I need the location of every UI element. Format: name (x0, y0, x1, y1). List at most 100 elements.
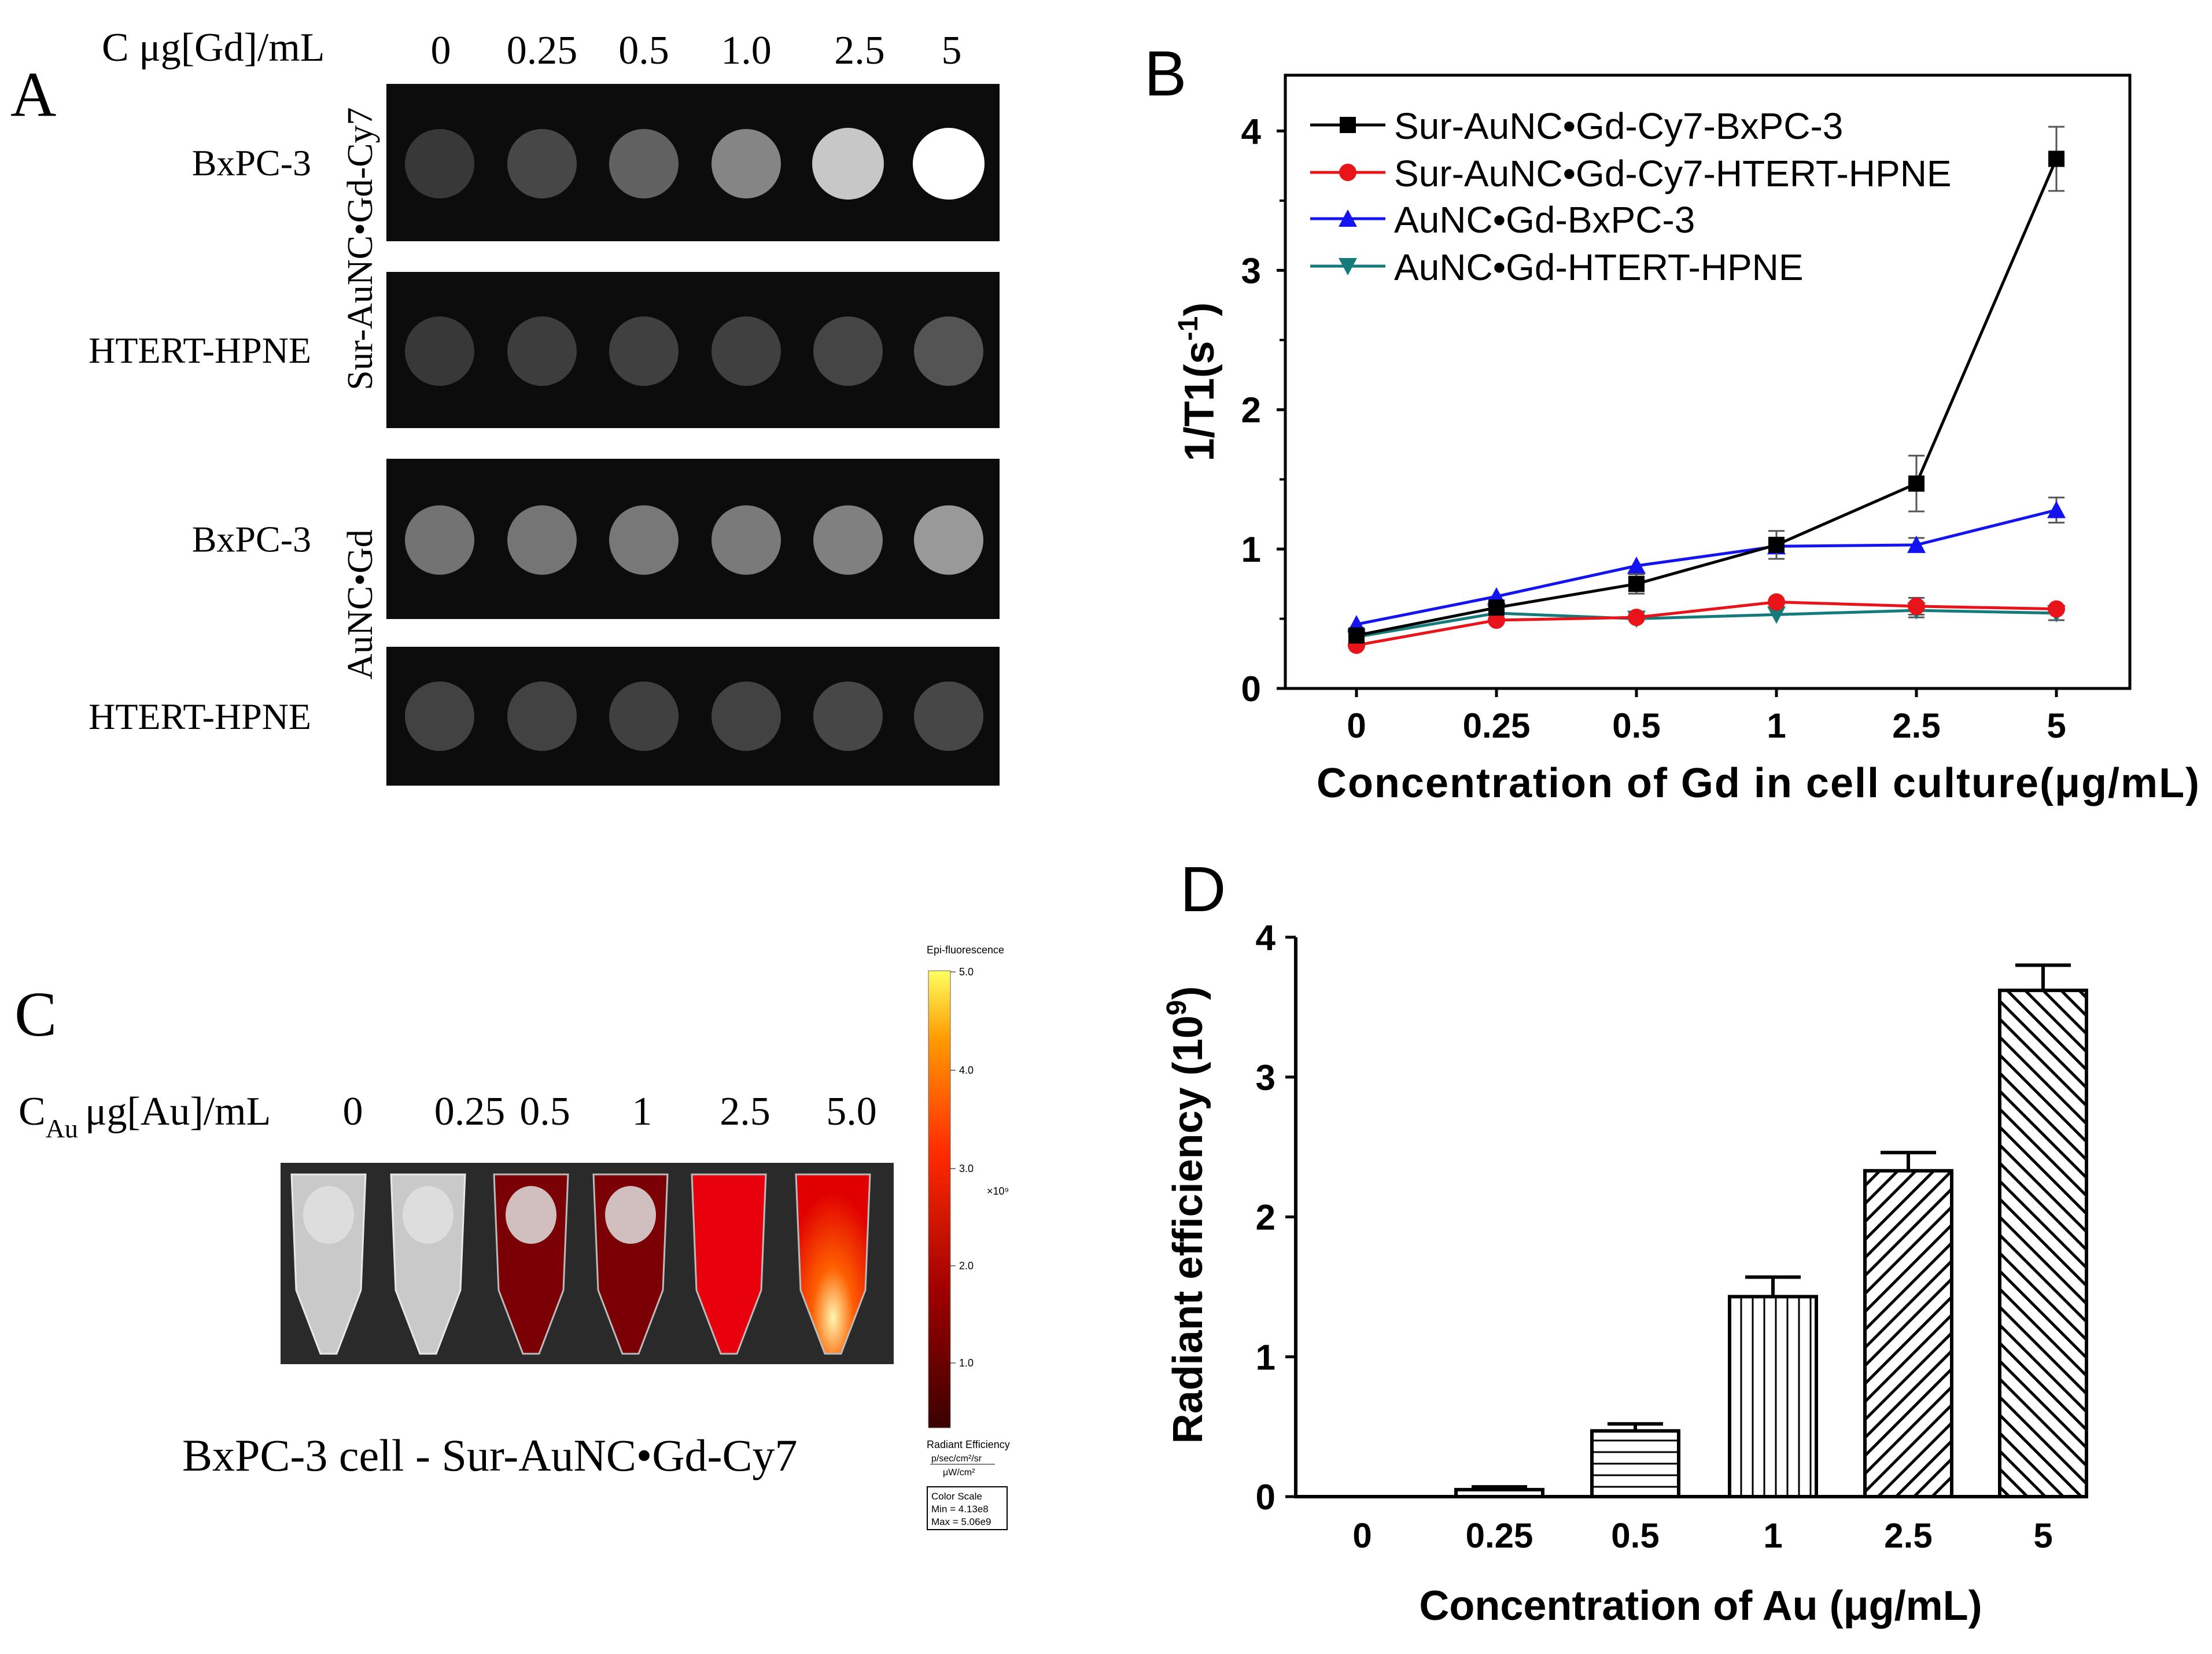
panel-d-y-tick-label: 4 (1256, 918, 1276, 958)
panel-a-conc-value: 5 (942, 28, 962, 73)
panel-b-series-line (1356, 609, 2057, 639)
panel-c-tube-body (795, 1173, 871, 1355)
panel-d-ylabel-sup: 9 (1162, 1000, 1192, 1016)
panel-a-conc-value: 0.5 (618, 28, 669, 73)
panel-b-legend-label: Sur-AuNC•Gd-Cy7-HTERT-HPNE (1394, 153, 1952, 194)
panel-b-marker-circle (2048, 600, 2065, 618)
panel-b-marker-triangle-up (1339, 209, 1357, 227)
panel-a-group-label-untargeted: AuNC•Gd (341, 529, 380, 679)
panel-b-series-0 (1348, 126, 2064, 644)
panel-a-row: BxPC-3 (192, 459, 1000, 619)
panel-b-legend: Sur-AuNC•Gd-Cy7-BxPC-3 Sur-AuNC•Gd-Cy7-HT… (1310, 105, 1952, 288)
panel-a-sample-spot (913, 128, 985, 200)
panel-c-scale-tick-label: 4.0 (959, 1064, 974, 1076)
panel-b-marker-square (1488, 599, 1505, 616)
panel-b-ylabel-sup: -1 (1173, 316, 1204, 341)
panel-b-x-tick-label: 0.5 (1612, 706, 1660, 745)
panel-a-concentration-label: C μg[Gd]/mL (102, 25, 325, 70)
panel-b-legend-item: AuNC•Gd-BxPC-3 (1310, 199, 1695, 241)
panel-a-sample-spot (609, 129, 679, 198)
panel-a-sample-spot (914, 505, 983, 575)
panel-a-sample-spot (914, 316, 983, 386)
panel-b-marker-circle (1908, 597, 1925, 615)
panel-b-y-tick-label: 4 (1241, 112, 1262, 152)
panel-a-sample-spot (507, 129, 577, 198)
panel-c-image-background (281, 1163, 894, 1364)
panel-c-tube (390, 1173, 466, 1355)
panel-c-color-scale-title: Color Scale (931, 1491, 982, 1502)
panel-a-sample-spot (812, 128, 884, 200)
panel-c-tube-cap-region (303, 1186, 354, 1244)
panel-d-bar-group (1728, 1275, 1818, 1499)
panel-b-legend-item: Sur-AuNC•Gd-Cy7-HTERT-HPNE (1310, 153, 1952, 194)
panel-d: D 0 1 2 3 4 0 0.25 0.5 1 2.5 5 Concentration of Au… (1162, 854, 2088, 1629)
panel-b-marker-triangle-up (1907, 535, 1926, 553)
panel-c-tube (290, 1173, 367, 1355)
panel-c-scale-bar (928, 970, 951, 1428)
panel-a: A C μg[Gd]/mL 0 0.25 0.5 1.0 2.5 5 BxPC-3 HTER… (10, 25, 1000, 786)
panel-b-legend-label: AuNC•Gd-BxPC-3 (1394, 199, 1695, 241)
panel-c-tube-cap-region (403, 1186, 454, 1244)
panel-c-color-scale-box (927, 1486, 1008, 1530)
panel-b-marker-triangle-up (2047, 500, 2066, 518)
panel-c-tube-body (691, 1173, 767, 1355)
panel-d-bar (1590, 1429, 1680, 1498)
panel-c-tube (691, 1173, 767, 1355)
panel-b-letter: B (1144, 38, 1186, 109)
panel-a-sample-spot (405, 682, 474, 751)
panel-c-conc-sub: Au (46, 1114, 78, 1143)
panel-d-x-tick-label: 0.5 (1611, 1516, 1659, 1555)
panel-d-bar-group (1998, 963, 2088, 1498)
panel-a-sample-spot (507, 505, 577, 575)
panel-c-conc-value: 0.25 (434, 1089, 506, 1134)
panel-b-ylabel: 1/T1(s-1) (1173, 303, 1223, 462)
panel-d-letter: D (1180, 854, 1226, 925)
panel-c-tube-cap-region (506, 1186, 556, 1244)
panel-c-scale-tick-label: 3.0 (959, 1163, 974, 1174)
panel-d-ylabel-main: Radiant efficiency (10 (1165, 1015, 1211, 1443)
panel-a-sample-spot (711, 682, 781, 751)
panel-a-sample-spot (405, 505, 474, 575)
panel-d-y-tick-label: 1 (1256, 1338, 1275, 1377)
panel-d-bars (1454, 963, 2088, 1499)
panel-b-marker-triangle-down (1767, 606, 1786, 624)
panel-a-sample-spot (711, 505, 781, 575)
panel-d-y-tick-label: 0 (1256, 1478, 1275, 1517)
panel-a-sample-spot (711, 129, 781, 198)
panel-a-row-background (386, 647, 1000, 786)
panel-d-bar-group (1454, 1485, 1544, 1499)
panel-c-color-scale-min: Min = 4.13e8 (931, 1504, 989, 1515)
panel-b-y-tick-label: 2 (1241, 391, 1261, 430)
panel-d-bar (1863, 1169, 1953, 1499)
panel-b-marker-circle (1339, 164, 1356, 181)
panel-d-ylabel: Radiant efficiency (109) (1162, 986, 1211, 1444)
panel-b-marker-square (2048, 150, 2064, 167)
panel-b-marker-triangle-down (1339, 258, 1357, 275)
panel-b-series-line (1356, 158, 2058, 637)
panel-c-scale-multiplier: ×10⁹ (987, 1185, 1009, 1197)
panel-a-sample-spot (507, 682, 577, 751)
panel-b: B 0 1 2 3 4 0 0.25 0.5 1 2.5 5 Sur-AuNC•Gd-Cy7-BxP… (1144, 38, 2199, 806)
panel-a-sample-spot (405, 316, 474, 386)
panel-a-conc-value: 0.25 (507, 28, 578, 73)
panel-b-marker-circle (1488, 611, 1505, 629)
panel-b-marker-circle (1768, 593, 1785, 611)
panel-b-x-tick-label: 5 (2047, 706, 2066, 745)
panel-c-tube (592, 1173, 669, 1355)
panel-a-conc-value: 2.5 (834, 28, 885, 73)
panel-b-marker-square (1340, 117, 1356, 133)
panel-d-ylabel-close: ) (1165, 986, 1211, 1000)
panel-d-bar-group (1590, 1422, 1680, 1498)
panel-b-series-line (1356, 509, 2057, 626)
panel-a-sample-spot (813, 505, 883, 575)
panel-b-series-line (1356, 601, 2057, 647)
panel-c-conc-value: 5.0 (826, 1089, 877, 1134)
panel-d-bar-group (1863, 1151, 1953, 1499)
panel-b-marker-square (1768, 536, 1785, 553)
panel-b-legend-label: Sur-AuNC•Gd-Cy7-BxPC-3 (1394, 105, 1843, 147)
panel-a-sample-spot (711, 316, 781, 386)
panel-a-row: BxPC-3 (192, 84, 1000, 241)
panel-d-x-tick-label: 1 (1763, 1516, 1782, 1555)
panel-b-legend-item: AuNC•Gd-HTERT-HPNE (1310, 246, 1804, 288)
panel-c-conc-value: 0 (343, 1089, 363, 1134)
